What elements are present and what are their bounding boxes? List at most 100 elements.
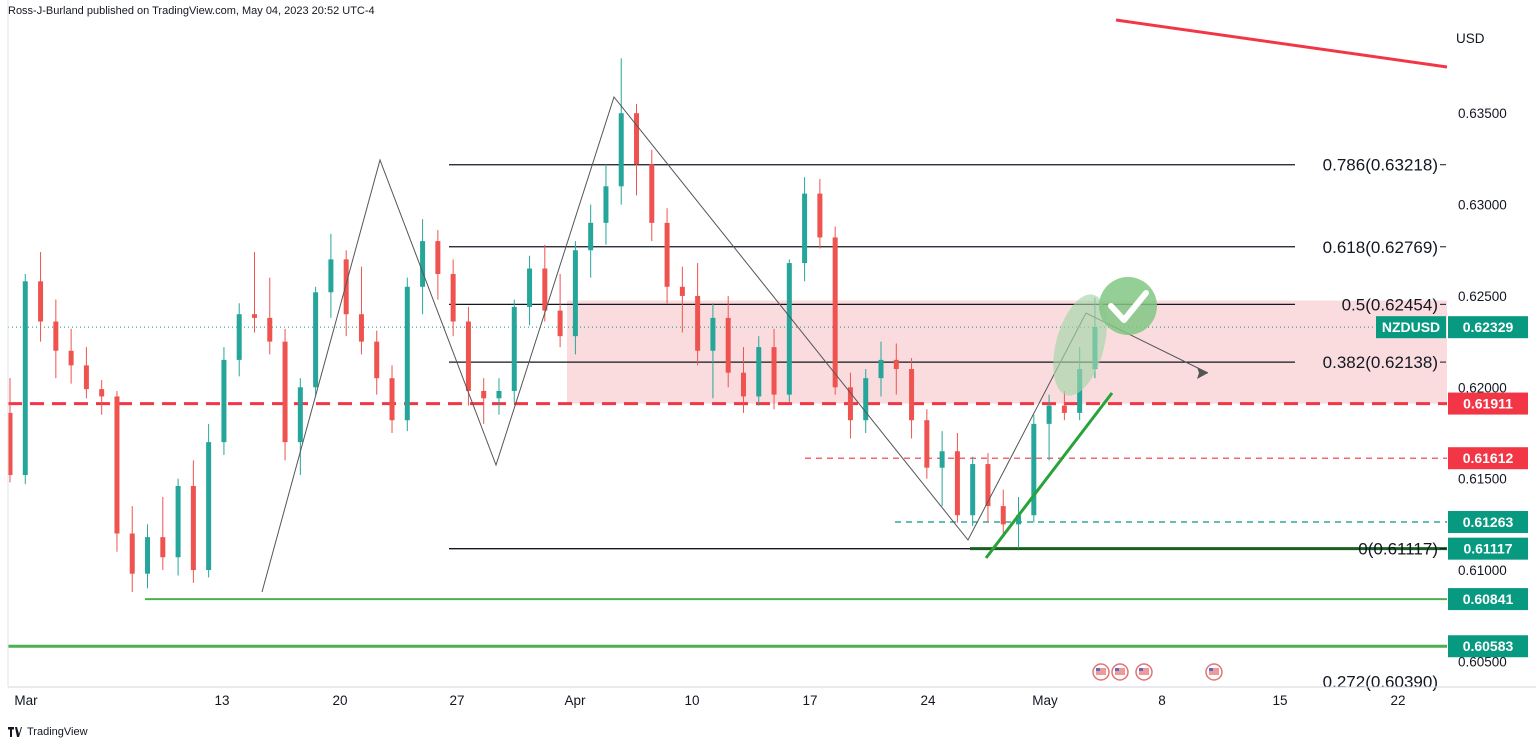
- candle-body: [786, 263, 792, 395]
- candle-body: [679, 286, 685, 296]
- y-tick-label: 0.62000: [1458, 380, 1507, 395]
- price-tag-label: 0.60583: [1463, 638, 1514, 654]
- candle-body: [740, 372, 746, 397]
- price-tag: [1448, 316, 1528, 339]
- candle-body: [175, 485, 181, 558]
- candle-body: [603, 186, 609, 223]
- candle-body: [450, 274, 456, 322]
- flag-canton: [1139, 668, 1143, 671]
- candle-body: [374, 341, 380, 379]
- resistance-zone: [567, 300, 1447, 404]
- price-tag-label: 0.60841: [1463, 591, 1514, 607]
- candle-body: [802, 193, 808, 264]
- price-tag-label: 0.62329: [1463, 319, 1514, 335]
- publisher-header: Ross-J-Burland published on TradingView.…: [8, 5, 375, 17]
- flag-canton: [1209, 668, 1213, 671]
- candle-body: [420, 241, 426, 287]
- candle-body: [1016, 515, 1022, 525]
- fib-label: 0.618(0.62769): [1323, 238, 1438, 257]
- symbol-tag: [1376, 316, 1446, 339]
- x-tick-label: 22: [1390, 693, 1405, 708]
- candle-body: [1031, 423, 1037, 516]
- price-tag: [1448, 537, 1528, 560]
- candle-body: [313, 292, 319, 388]
- candle-body: [404, 286, 410, 421]
- symbol-tag-label: NZDUSD: [1382, 319, 1440, 335]
- candle-body: [190, 485, 196, 571]
- candle-body: [99, 389, 105, 397]
- candle-body: [954, 451, 960, 516]
- x-tick-label: 17: [802, 693, 817, 708]
- price-tag: [1448, 392, 1528, 415]
- candle-body: [572, 250, 578, 337]
- candle-body: [481, 390, 487, 399]
- candle-body: [465, 321, 471, 391]
- check-circle-bg: [1099, 277, 1157, 335]
- flag-canton: [1096, 668, 1100, 671]
- fib-label: 0.382(0.62138): [1323, 353, 1438, 372]
- candle-body: [68, 350, 74, 366]
- price-tag-label: 0.61263: [1463, 514, 1514, 530]
- candle-body: [970, 464, 976, 516]
- candle-body: [511, 306, 517, 391]
- checkmark-circle-icon: [1099, 277, 1157, 335]
- candle-body: [1046, 405, 1052, 424]
- fib-label: 0.272(0.60390): [1323, 673, 1438, 692]
- red-trendline: [1115, 18, 1448, 69]
- us-flag-icon: [1092, 663, 1110, 681]
- x-tick-label: 24: [920, 693, 936, 708]
- candle-body: [206, 442, 212, 571]
- candle-body: [328, 259, 334, 293]
- candle-body: [542, 268, 548, 311]
- x-tick-label: 20: [332, 693, 347, 708]
- price-tag-label: 0.61117: [1463, 541, 1512, 557]
- candle-body: [695, 295, 701, 351]
- candle-body: [817, 193, 823, 238]
- us-flag-icon: [1111, 663, 1129, 681]
- candle-body: [1000, 506, 1006, 525]
- candle-body: [236, 314, 242, 360]
- candle-body: [53, 321, 59, 351]
- candle-body: [38, 281, 44, 322]
- flag-body: [1139, 668, 1149, 675]
- candle-body: [1061, 405, 1067, 413]
- candle-body: [527, 268, 533, 307]
- candle-body: [924, 420, 930, 468]
- check-mark: [1108, 290, 1149, 323]
- price-tag: [1448, 510, 1528, 533]
- price-tag: [1448, 635, 1528, 658]
- y-tick-label: 0.61500: [1458, 472, 1507, 487]
- candle-body: [343, 259, 349, 315]
- currency-label: USD: [1456, 31, 1485, 46]
- candle-body: [832, 237, 838, 388]
- candle-body: [7, 412, 13, 476]
- flag-body: [1115, 668, 1125, 675]
- candle-body: [114, 396, 120, 534]
- candle-body: [847, 387, 853, 421]
- y-tick-label: 0.62500: [1458, 289, 1507, 304]
- candle-body: [939, 451, 945, 468]
- candle-body: [221, 359, 227, 443]
- candle-body: [649, 164, 655, 223]
- x-tick-label: Apr: [564, 693, 586, 708]
- x-tick-label: May: [1032, 693, 1058, 708]
- candle-body: [496, 390, 502, 399]
- candle-body: [771, 347, 777, 395]
- tradingview-footer: TradingView: [8, 726, 88, 738]
- footer-brand: TradingView: [27, 726, 88, 738]
- candle-body: [282, 341, 288, 443]
- candle-body: [145, 537, 151, 574]
- fib-label: 0.5(0.62454): [1342, 295, 1438, 314]
- candle-body: [267, 317, 273, 342]
- candle-body: [358, 314, 364, 342]
- candle-body: [893, 359, 899, 370]
- candle-body: [160, 537, 166, 558]
- x-tick-label: 10: [684, 693, 699, 708]
- fib-label: 0.786(0.63218): [1323, 156, 1438, 175]
- flag-body: [1096, 668, 1106, 675]
- candle-body: [618, 113, 624, 187]
- x-tick-label: 13: [214, 693, 229, 708]
- highlight-ellipse: [1053, 294, 1107, 396]
- fib-label: 0(0.61117): [1358, 540, 1438, 559]
